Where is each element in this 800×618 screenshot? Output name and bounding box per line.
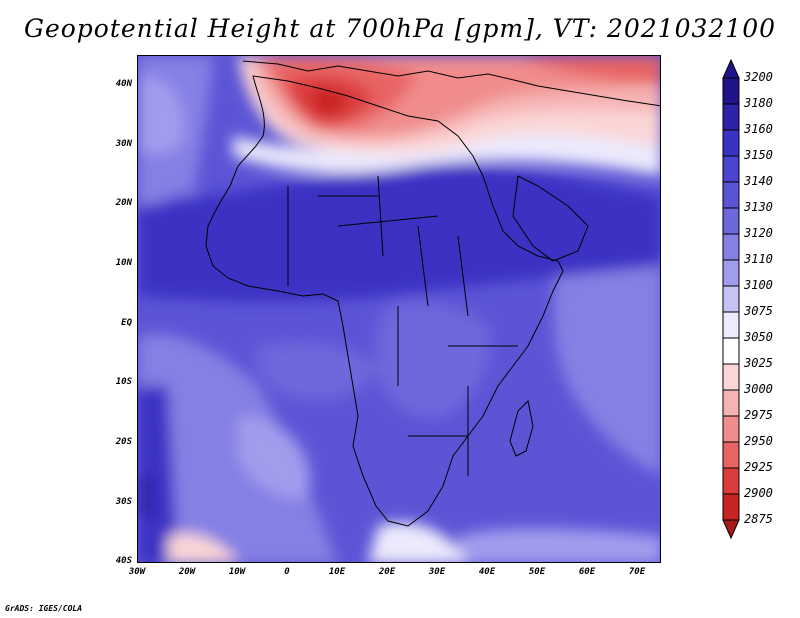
lon-label-70e: 70E (628, 567, 646, 577)
colorbar-swatch (722, 155, 740, 183)
colorbar-label: 3130 (744, 200, 773, 214)
colorbar-label: 3120 (744, 226, 773, 240)
lat-label-10n: 10N (115, 258, 132, 268)
colorbar-swatch (722, 311, 740, 339)
lat-label-40s: 40S (115, 556, 132, 566)
lat-label-30n: 30N (115, 139, 132, 149)
lon-label-50e: 50E (528, 567, 546, 577)
colorbar-top-arrow (722, 58, 740, 79)
colorbar-swatch (722, 415, 740, 443)
colorbar-swatch (722, 467, 740, 495)
colorbar-bottom-arrow (722, 519, 740, 540)
lon-label-30w: 30W (128, 567, 146, 577)
colorbar-swatch (722, 207, 740, 235)
lat-label-eq: EQ (121, 318, 132, 328)
colorbar-label: 2950 (744, 434, 773, 448)
colorbar-label: 3110 (744, 252, 773, 266)
colorbar-label: 3025 (744, 356, 773, 370)
map-field (138, 56, 660, 562)
coastlines (205, 60, 660, 527)
colorbar-swatch (722, 337, 740, 365)
colorbar-swatch (722, 259, 740, 287)
lon-label-10w: 10W (228, 567, 246, 577)
colorbar-label: 3140 (744, 174, 773, 188)
colorbar-swatch (722, 441, 740, 469)
lon-label-30e: 30E (428, 567, 446, 577)
lat-label-30s: 30S (115, 497, 132, 507)
lon-label-40e: 40E (478, 567, 496, 577)
colorbar-swatch (722, 363, 740, 391)
lon-label-20w: 20W (178, 567, 196, 577)
colorbar-swatch (722, 493, 740, 521)
lon-label-20e: 20E (378, 567, 396, 577)
colorbar-label: 3050 (744, 330, 773, 344)
colorbar-label: 2925 (744, 460, 773, 474)
lat-label-20s: 20S (115, 437, 132, 447)
colorbar-label: 2975 (744, 408, 773, 422)
lon-label-0: 0 (284, 567, 290, 577)
colorbar-label: 3100 (744, 278, 773, 292)
lon-label-10e: 10E (328, 567, 346, 577)
colorbar-label: 3200 (744, 70, 773, 84)
colorbar-swatch (722, 181, 740, 209)
colorbar-label: 3075 (744, 304, 773, 318)
colorbar-label: 2900 (744, 486, 773, 500)
lat-label-20n: 20N (115, 198, 132, 208)
colorbar-swatch (722, 129, 740, 157)
colorbar-label: 3180 (744, 96, 773, 110)
colorbar (722, 58, 740, 540)
colorbar-swatch (722, 103, 740, 131)
lat-label-10s: 10S (115, 377, 132, 387)
colorbar-label: 3000 (744, 382, 773, 396)
grads-credit: GrADS: IGES/COLA (5, 604, 83, 613)
colorbar-swatch (722, 285, 740, 313)
lat-label-40n: 40N (115, 79, 132, 89)
chart-title: Geopotential Height at 700hPa [gpm], VT:… (23, 14, 777, 43)
lon-label-60e: 60E (578, 567, 596, 577)
colorbar-swatch (722, 233, 740, 261)
map-plot-area (137, 55, 661, 563)
colorbar-swatch (722, 389, 740, 417)
colorbar-swatch (722, 77, 740, 105)
colorbar-label: 3150 (744, 148, 773, 162)
colorbar-label: 2875 (744, 512, 773, 526)
colorbar-label: 3160 (744, 122, 773, 136)
